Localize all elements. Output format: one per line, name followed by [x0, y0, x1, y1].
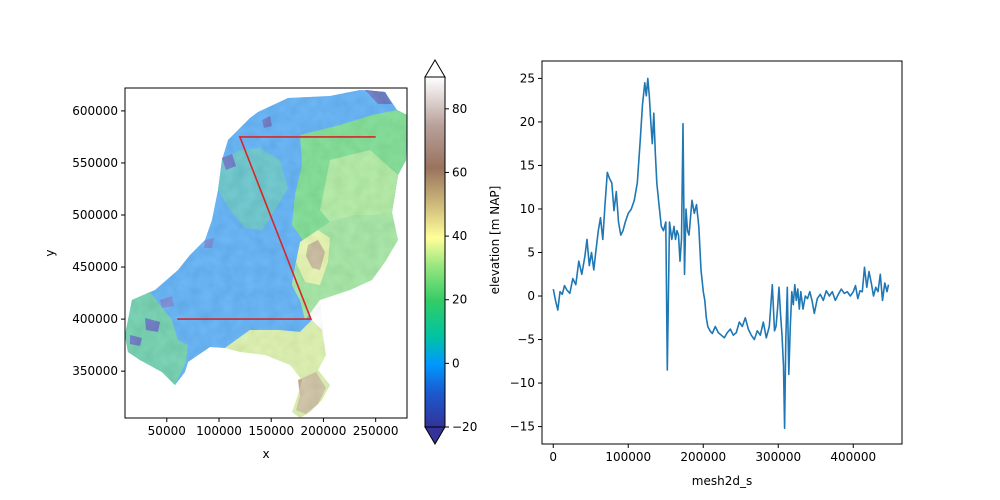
- colorbar-extend-min: [424, 426, 446, 445]
- profile-x-tick-label: 0: [549, 450, 557, 464]
- elevation-profile-line: [552, 77, 890, 430]
- map-x-tick-label: 200000: [301, 424, 347, 438]
- elevation-map: [125, 90, 407, 418]
- profile-x-ticks: 0 100000 200000 300000 400000: [549, 444, 876, 464]
- map-x-tick-label: 150000: [248, 424, 294, 438]
- profile-x-tick-label: 300000: [755, 450, 801, 464]
- colorbar-gradient: [424, 76, 446, 428]
- profile-y-tick-label: −10: [510, 376, 535, 390]
- profile-y-tick-label: 15: [520, 158, 535, 172]
- transect-line: [177, 136, 376, 320]
- map-x-label: x: [262, 447, 269, 461]
- map-y-tick-label: 400000: [72, 312, 118, 326]
- profile-y-tick-label: 5: [527, 246, 535, 260]
- colorbar-tick-label: 80: [452, 102, 467, 116]
- map-x-tick-label: 50000: [148, 424, 186, 438]
- colorbar: −20 0 20 40 60 80 elevation [m NAP]: [424, 59, 502, 445]
- colorbar-tick-label: −20: [452, 420, 477, 434]
- map-y-tick-label: 500000: [72, 208, 118, 222]
- profile-x-tick-label: 400000: [830, 450, 876, 464]
- map-panel: 50000 100000 150000 200000 250000 350000 4000…: [43, 87, 408, 461]
- map-y-tick-label: 550000: [72, 156, 118, 170]
- profile-y-tick-label: 20: [520, 115, 535, 129]
- map-y-ticks: 350000 400000 450000 500000 550000 600000: [72, 104, 125, 378]
- profile-y-tick-label: 0: [527, 289, 535, 303]
- profile-y-tick-label: 10: [520, 202, 535, 216]
- elevation-texture: [125, 90, 407, 418]
- profile-y-tick-label: 25: [520, 71, 535, 85]
- colorbar-tick-label: 60: [452, 165, 467, 179]
- colorbar-tick-label: 40: [452, 229, 467, 243]
- map-x-ticks: 50000 100000 150000 200000 250000: [148, 418, 399, 438]
- map-y-label: y: [43, 249, 57, 256]
- colorbar-tick-label: 0: [452, 356, 460, 370]
- map-x-tick-label: 100000: [196, 424, 242, 438]
- profile-x-label: mesh2d_s: [692, 474, 752, 488]
- profile-y-tick-label: −5: [517, 333, 535, 347]
- profile-x-tick-label: 200000: [680, 450, 726, 464]
- profile-y-ticks: −15 −10 −5 0 5 10 15 20 25: [510, 71, 542, 434]
- profile-y-tick-label: −15: [510, 420, 535, 434]
- profile-panel: 0 100000 200000 300000 400000 −15 −10 −5 0 5 10 15…: [510, 60, 903, 488]
- map-y-tick-label: 600000: [72, 104, 118, 118]
- colorbar-tick-label: 20: [452, 293, 467, 307]
- colorbar-label: elevation [m NAP]: [488, 186, 502, 295]
- map-y-tick-label: 450000: [72, 260, 118, 274]
- map-x-tick-label: 250000: [353, 424, 399, 438]
- profile-x-tick-label: 100000: [605, 450, 651, 464]
- map-y-tick-label: 350000: [72, 364, 118, 378]
- map-axes-spines: [124, 87, 408, 419]
- profile-axes-frame: [541, 60, 903, 445]
- colorbar-ticks: −20 0 20 40 60 80: [445, 102, 477, 434]
- colorbar-extend-max: [424, 59, 446, 78]
